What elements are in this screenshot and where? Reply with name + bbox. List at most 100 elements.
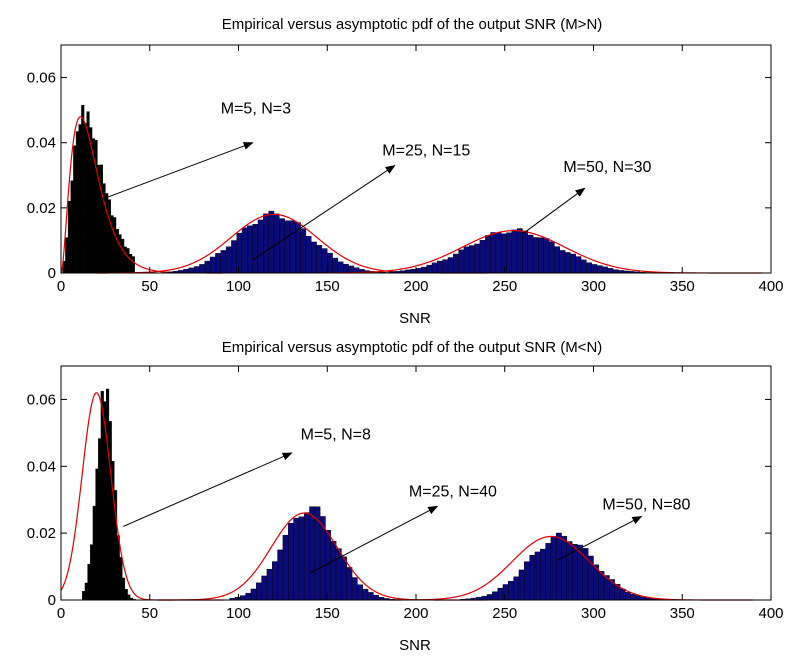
x-tick-label: 200 [403, 605, 428, 622]
histogram-bar [516, 228, 523, 274]
histogram-bar [300, 228, 307, 274]
x-tick-label: 100 [226, 278, 251, 295]
histogram-bar [538, 237, 544, 274]
histogram-bar [529, 554, 536, 601]
histogram-bar [273, 213, 280, 274]
histogram-bar [513, 576, 520, 601]
histogram-bar [236, 232, 243, 274]
histogram-bar [73, 145, 77, 274]
histogram-bar [303, 512, 310, 601]
histogram-bar [183, 268, 190, 274]
histogram-bar [122, 577, 126, 601]
x-tick-label: 250 [492, 278, 517, 295]
x-tick-label: 250 [492, 605, 517, 622]
annotation-label: M=50, N=30 [563, 159, 651, 176]
histogram-bar [220, 250, 227, 274]
histogram-bar [612, 269, 619, 274]
y-tick-label: 0.06 [27, 70, 56, 87]
histogram-bar [561, 535, 568, 601]
histogram-bar [325, 530, 332, 601]
histogram-bar [75, 131, 79, 274]
histogram-bar [486, 594, 493, 601]
histogram-bar [469, 245, 475, 274]
histogram-bar [337, 261, 344, 274]
histogram-bar [282, 534, 289, 601]
histogram-bar [591, 264, 598, 274]
histogram-bar [241, 227, 248, 274]
histogram-bar [586, 262, 592, 274]
x-tick-label: 400 [758, 605, 783, 622]
x-tick-label: 350 [670, 278, 695, 295]
series-2-group [318, 228, 763, 274]
histogram-bar [87, 563, 91, 601]
histogram-bar [495, 232, 502, 274]
histogram-bar [277, 549, 284, 601]
x-tick-label: 200 [403, 278, 428, 295]
histogram-bar [188, 267, 195, 274]
histogram-bar [199, 264, 205, 274]
chart-top-plot: 0 50 100 150 200 250 300 350 400 0 0.02 0.04 0.06 M=5… [27, 44, 784, 295]
series-1-group [158, 506, 487, 601]
histogram-bar [247, 225, 253, 274]
histogram-bar [256, 582, 262, 601]
histogram-bar [524, 561, 530, 601]
histogram-bar [485, 235, 491, 274]
histogram-bar [121, 239, 125, 274]
histogram-bar [415, 268, 422, 274]
histogram-bar [619, 588, 626, 601]
histogram-bar [119, 556, 123, 601]
x-tick-label: 350 [670, 605, 695, 622]
y-tick-label: 0.02 [27, 200, 56, 217]
x-tick-label: 100 [226, 605, 251, 622]
histogram-bar [106, 388, 110, 601]
histogram-bar [67, 201, 71, 274]
histogram-bar [598, 571, 605, 601]
x-tick-label: 400 [758, 278, 783, 295]
histogram-bar [131, 256, 135, 274]
histogram-bar [92, 505, 96, 601]
histogram-bar [602, 266, 608, 274]
histogram-bar [550, 535, 557, 601]
histogram-bar [522, 230, 529, 274]
histogram-bar [327, 252, 333, 274]
histogram-bar [263, 213, 269, 274]
x-tick-label: 300 [581, 605, 606, 622]
annotation-arrow [522, 187, 586, 235]
histogram-bar [240, 595, 246, 601]
histogram-bar [116, 535, 120, 601]
histogram-bar [231, 240, 237, 274]
histogram-bar [343, 263, 349, 274]
histogram-bar [284, 220, 291, 274]
y-tick-label: 0.06 [27, 391, 56, 408]
histogram-bar [209, 256, 216, 274]
histogram-bar [124, 588, 128, 601]
annotation-label: M=5, N=3 [221, 100, 291, 117]
histogram-bar [215, 253, 221, 274]
histogram-bar [559, 250, 566, 274]
x-tick-label: 300 [581, 278, 606, 295]
histogram-bar [556, 532, 562, 601]
histogram-bar [508, 580, 514, 601]
histogram-bar [575, 256, 582, 274]
histogram-bar [84, 582, 88, 601]
y-tick-label: 0 [48, 265, 56, 282]
x-tick-label: 50 [141, 278, 158, 295]
histogram-bar [566, 541, 573, 601]
histogram-bar [94, 139, 98, 274]
histogram-bar [348, 265, 355, 274]
annotation-label: M=5, N=8 [301, 427, 371, 444]
histogram-bar [458, 249, 465, 274]
histogram-bar [570, 253, 576, 274]
histogram-bar [272, 561, 278, 601]
histogram-bar [257, 219, 264, 274]
annotation-arrow [252, 164, 396, 261]
histogram-bar [127, 594, 131, 601]
histogram-bar [410, 268, 417, 274]
histogram-bar [225, 246, 232, 274]
histogram-bar [298, 516, 305, 601]
histogram-bar [70, 180, 74, 274]
histogram-bar [311, 241, 317, 274]
histogram-bar [490, 232, 497, 274]
histogram-bar [113, 217, 117, 274]
histogram-bar [95, 468, 99, 601]
